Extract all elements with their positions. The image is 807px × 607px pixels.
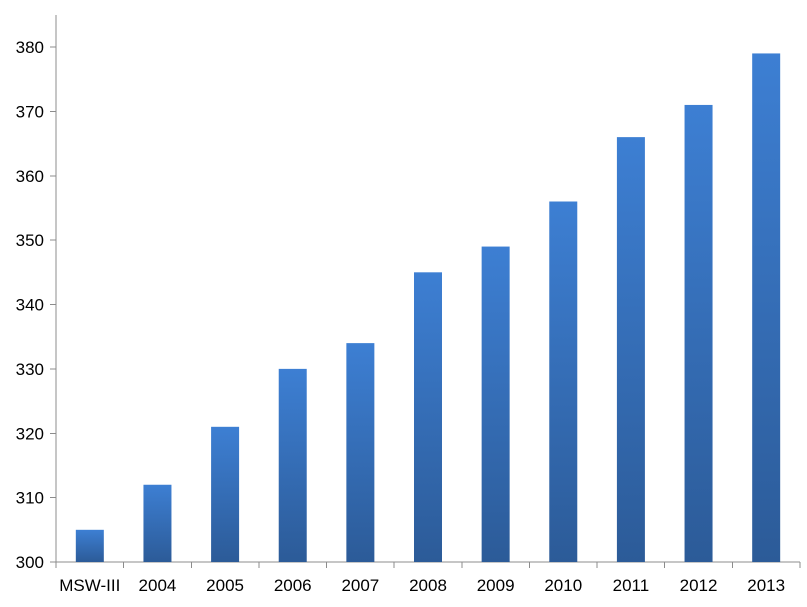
y-tick-label: 360 [16,167,44,186]
x-tick-label: 2008 [409,576,447,595]
x-axis: MSW-III 2004 2005 2006 2007 2008 2009 2010 2011 2… [55,561,801,595]
y-tick-label: 340 [16,296,44,315]
x-tick-label: 2005 [206,576,244,595]
x-tick-label: 2013 [747,576,785,595]
bar-2009 [481,246,510,562]
x-tick-label: 2006 [274,576,312,595]
y-tick-label: 300 [16,553,44,572]
bar-2007 [346,343,375,562]
x-tick-label: 2007 [341,576,379,595]
bar-msw-iii [75,529,104,562]
bar-2013 [752,53,781,562]
x-tick-label: 2012 [680,576,718,595]
bar-2004 [143,484,172,562]
x-tick-label: 2009 [477,576,515,595]
bar-2005 [211,426,240,562]
x-tick-label: MSW-III [59,576,120,595]
bar-2008 [414,272,442,562]
x-tick-label: 2010 [544,576,582,595]
y-tick-label: 370 [16,102,44,121]
bar-2006 [278,368,307,562]
y-tick-label: 380 [16,38,44,57]
y-tick-label: 320 [16,424,44,443]
y-axis: 300 310 320 330 340 350 360 370 380 [16,15,57,572]
x-tick-label: 2011 [613,576,650,595]
bar-2010 [549,201,578,562]
bars [75,53,781,562]
bar-2011 [616,137,645,562]
y-tick-label: 330 [16,360,44,379]
bar-2012 [684,104,713,562]
x-tick-label: 2004 [139,576,177,595]
y-tick-label: 350 [16,231,44,250]
y-tick-label: 310 [16,489,44,508]
